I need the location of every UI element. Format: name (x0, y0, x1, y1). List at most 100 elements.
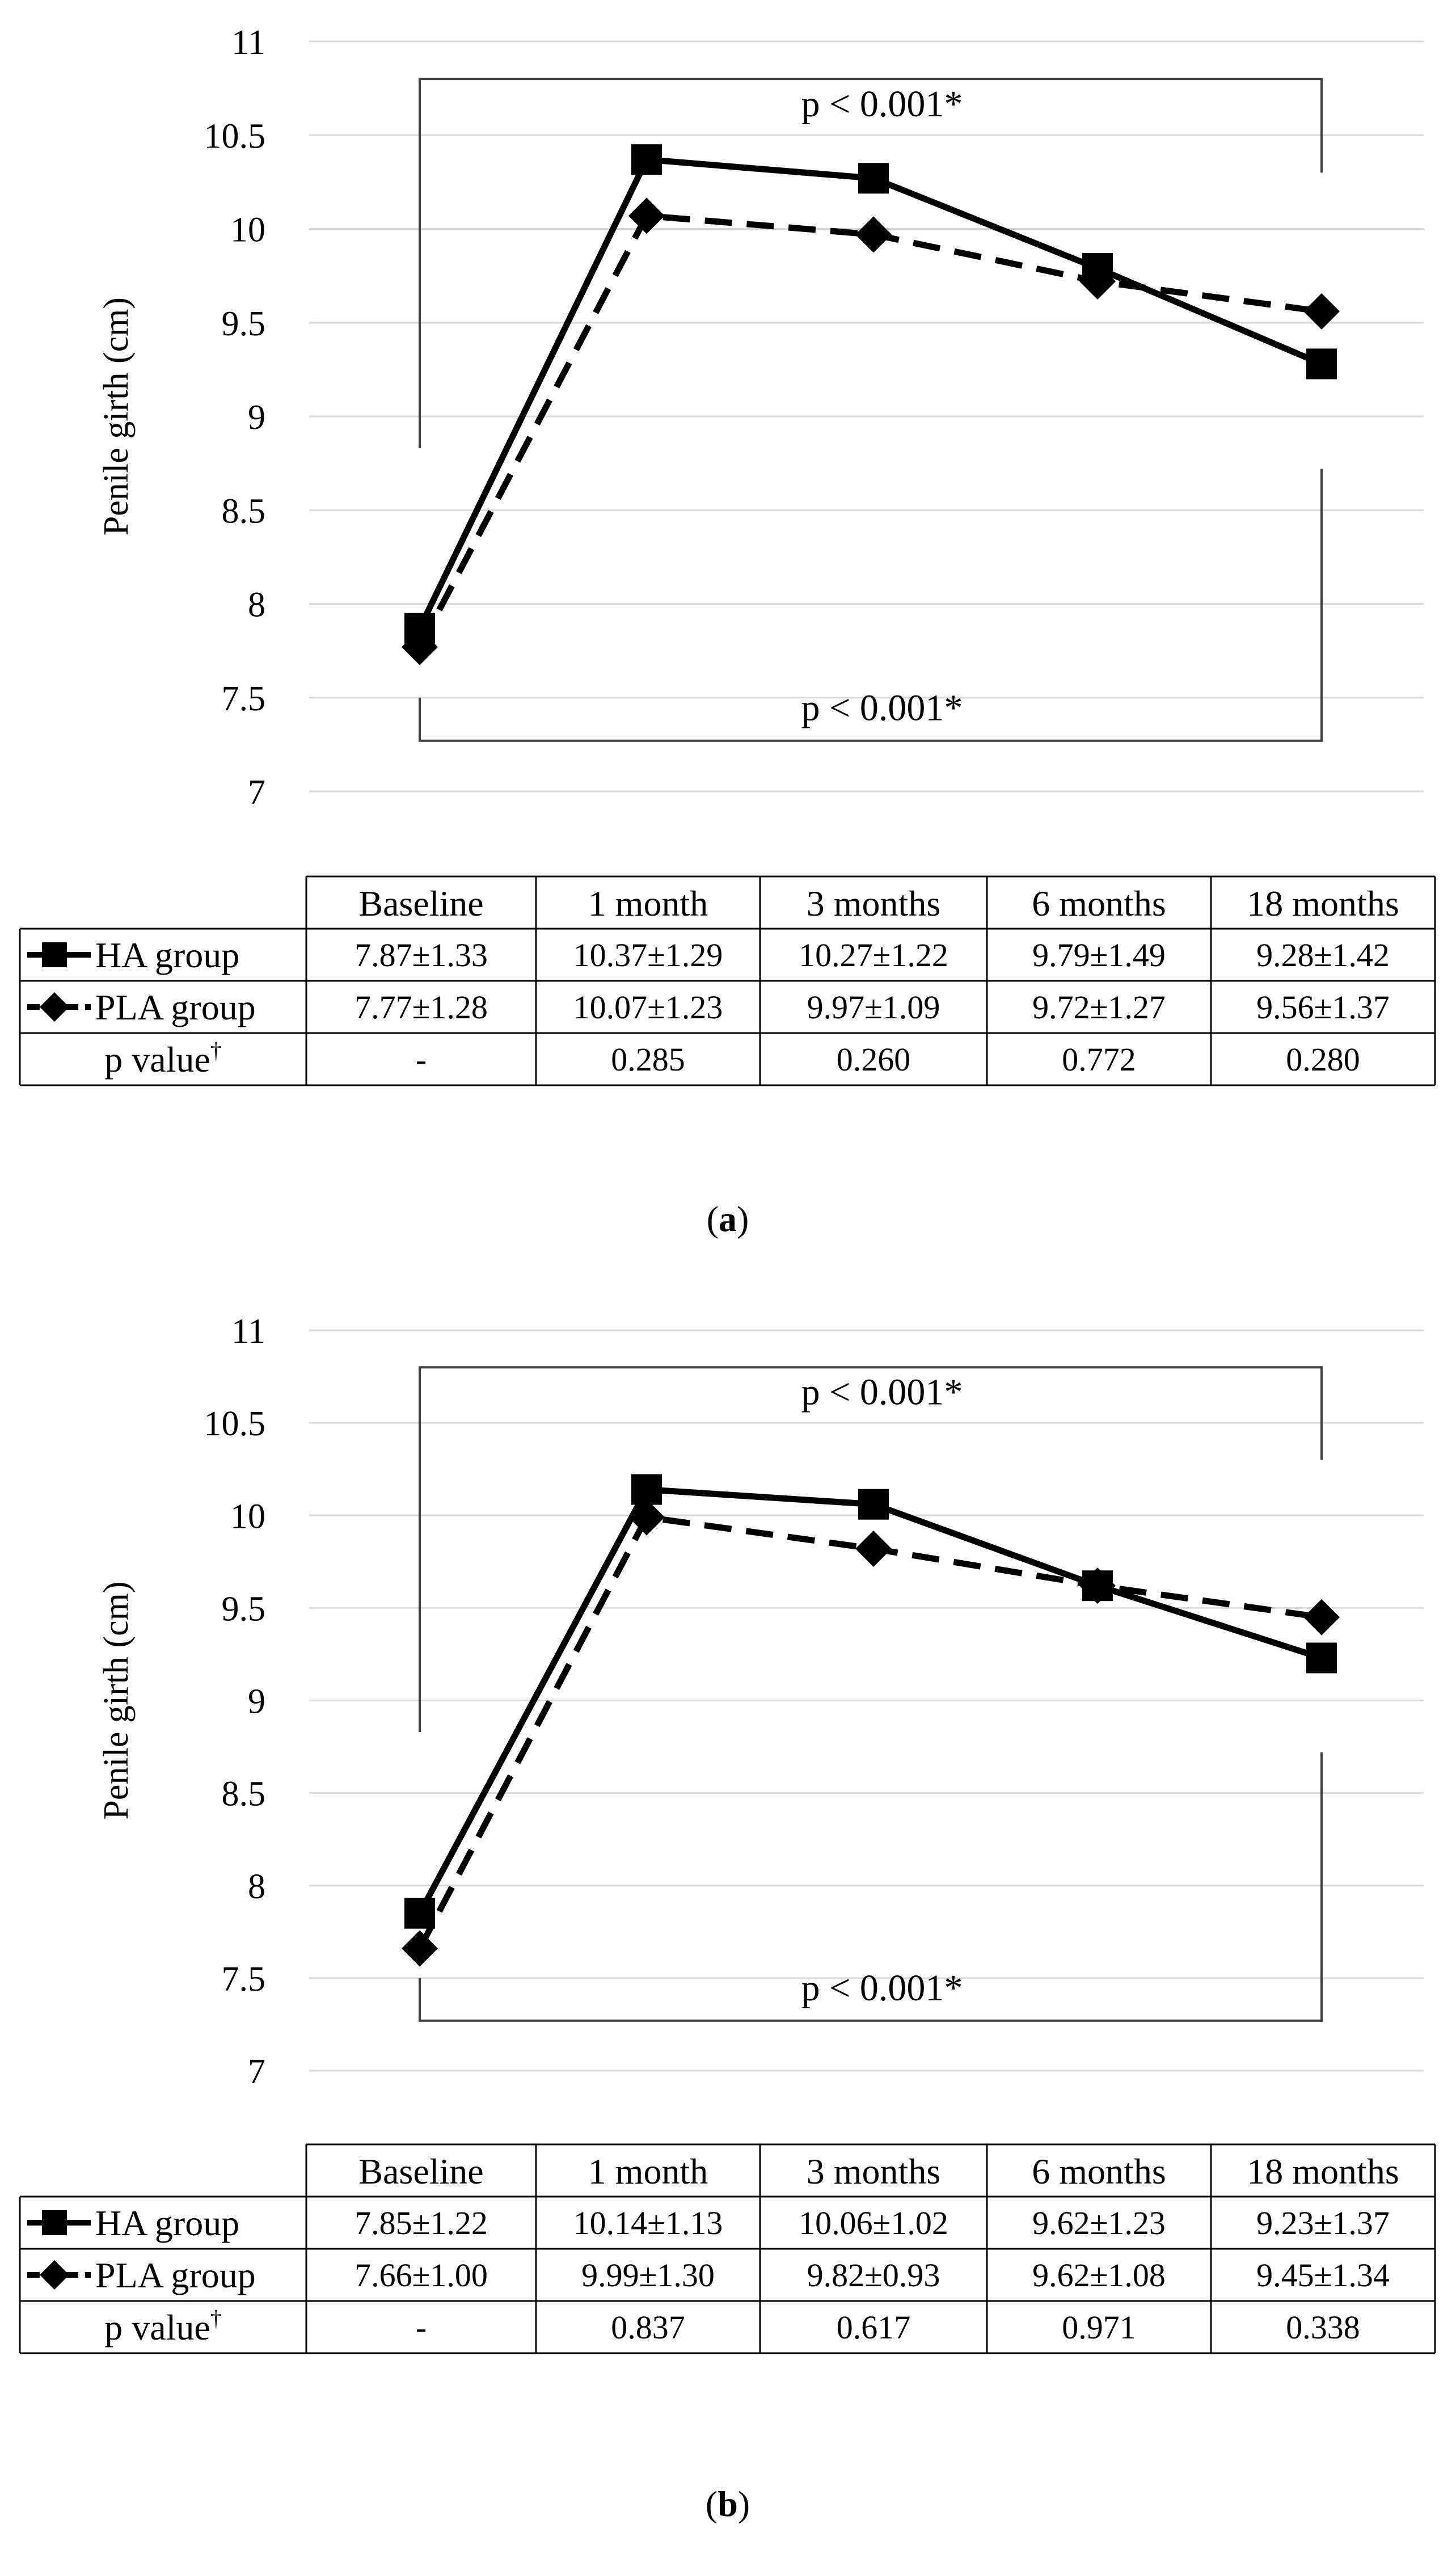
dagger-mark: † (210, 1038, 222, 1063)
pvalue-label-text: p value (104, 2307, 210, 2348)
y-tick-label: 11 (231, 23, 265, 62)
row-label-pla: PLA group (95, 987, 256, 1027)
pvalue-cell: 0.285 (611, 1041, 685, 1078)
y-tick-label: 7.5 (222, 680, 266, 718)
x-category-label: Baseline (358, 2151, 483, 2191)
y-tick-label: 10 (230, 211, 265, 250)
row-label-pvalue: p value† (104, 1038, 222, 1080)
y-tick-label: 8 (248, 1868, 265, 1906)
y-tick-label: 11 (231, 1312, 265, 1351)
annotation-bottom-pvalue: p < 0.001* (801, 687, 963, 728)
table-cell: 9.72±1.27 (1032, 989, 1166, 1026)
table-cell: 9.79±1.49 (1032, 937, 1166, 973)
y-tick-label: 10.5 (204, 117, 266, 155)
table-cell: 9.62±1.23 (1032, 2205, 1166, 2241)
data-point-pla-0 (402, 629, 438, 665)
pvalue-cell: - (416, 2309, 427, 2346)
data-point-pla-1 (628, 197, 665, 234)
series-line-pla (417, 212, 1322, 649)
data-point-pla-3 (1079, 1567, 1116, 1604)
pvalue-cell: 0.260 (837, 1041, 911, 1078)
data-point-pla-4 (1303, 1599, 1340, 1636)
annotation-top-pvalue: p < 0.001* (801, 1372, 963, 1413)
y-axis-label: Penile girth (cm) (97, 297, 136, 536)
legend-square-marker-icon (42, 942, 67, 967)
y-tick-label: 8.5 (222, 492, 266, 530)
pvalue-label-text: p value (104, 1039, 210, 1080)
panel-caption: (b) (706, 2484, 750, 2524)
pvalue-cell: 0.280 (1286, 1041, 1360, 1078)
table-cell: 7.87±1.33 (354, 937, 488, 973)
pvalue-cell: 0.772 (1062, 1041, 1136, 1078)
data-point-pla-2 (855, 1530, 892, 1567)
x-category-label: Baseline (358, 883, 483, 924)
significance-bracket-top (419, 78, 1323, 449)
table-cell: 9.28±1.42 (1256, 937, 1390, 973)
y-tick-label: 7 (248, 2053, 265, 2091)
table-cell: 10.37±1.29 (573, 937, 723, 973)
y-tick-label: 7 (248, 773, 265, 812)
pvalue-cell: 0.837 (611, 2309, 685, 2346)
table-cell: 9.45±1.34 (1256, 2257, 1390, 2294)
data-point-ha-4 (1306, 348, 1337, 380)
table-cell: 9.97±1.09 (807, 989, 940, 1026)
x-category-label: 1 month (588, 883, 708, 924)
panel-caption: (a) (707, 1199, 749, 1239)
y-tick-label: 8 (248, 586, 265, 625)
y-tick-label: 9.5 (222, 305, 266, 343)
y-tick-label: 9 (248, 398, 265, 437)
table-cell: 7.66±1.00 (354, 2257, 488, 2294)
chart-panel-b: 7 7.5 8 8.5 9 9.5 10 10.5 11 Penile girth (cm) p <… (19, 1312, 1436, 2524)
table-cell: 9.23±1.37 (1256, 2205, 1390, 2241)
x-category-label: 3 months (807, 883, 940, 924)
y-tick-label: 9 (248, 1683, 265, 1721)
chart-panel-a: 7 7.5 8 8.5 9 9.5 10 10.5 11 Penile girth (cm) p <… (19, 23, 1436, 1239)
pvalue-cell: 0.338 (1286, 2309, 1360, 2346)
data-point-ha-1 (631, 144, 662, 175)
x-category-label: 3 months (807, 2151, 940, 2191)
data-point-pla-4 (1303, 293, 1340, 330)
data-point-pla-1 (628, 1499, 665, 1536)
y-tick-label: 7.5 (222, 1960, 266, 1999)
caption-letter: b (718, 2484, 738, 2524)
caption-close-paren: ) (737, 1199, 749, 1239)
data-point-pla-2 (855, 216, 892, 253)
data-point-pla-0 (402, 1930, 438, 1967)
y-tick-label: 10 (230, 1497, 265, 1536)
row-label-ha: HA group (95, 2203, 239, 2243)
x-category-label: 6 months (1032, 883, 1166, 924)
data-point-pla-3 (1079, 263, 1116, 300)
caption-open-paren: ( (706, 2484, 718, 2524)
table-cell: 10.14±1.13 (573, 2205, 723, 2241)
caption-open-paren: ( (707, 1199, 719, 1239)
dagger-mark: † (210, 2306, 222, 2331)
significance-bracket-bottom (419, 1752, 1323, 2022)
table-cell: 9.99±1.30 (581, 2257, 715, 2294)
table-cell: 10.06±1.02 (799, 2205, 948, 2241)
table-cell: 10.07±1.23 (573, 989, 723, 1026)
pvalue-cell: 0.617 (837, 2309, 911, 2346)
y-axis-label: Penile girth (cm) (97, 1581, 136, 1819)
annotation-top-pvalue: p < 0.001* (801, 83, 963, 125)
table-cell: 9.62±1.08 (1032, 2257, 1166, 2294)
table-cell: 9.82±0.93 (807, 2257, 940, 2294)
annotation-bottom-pvalue: p < 0.001* (801, 1967, 963, 2009)
table-cell: 7.77±1.28 (354, 989, 488, 1026)
caption-close-paren: ) (738, 2484, 750, 2524)
row-label-pvalue: p value† (104, 2306, 222, 2348)
y-tick-label: 9.5 (222, 1590, 266, 1628)
pvalue-cell: - (416, 1041, 427, 1078)
table-cell: 9.56±1.37 (1256, 989, 1390, 1026)
row-label-pla: PLA group (95, 2255, 256, 2295)
significance-bracket-top (419, 1366, 1323, 1732)
legend-diamond-marker-icon (40, 2260, 69, 2290)
caption-letter: a (719, 1199, 737, 1239)
significance-bracket-bottom (419, 469, 1323, 742)
y-tick-label: 8.5 (222, 1775, 266, 1814)
series-line-pla (417, 1514, 1322, 1950)
data-point-ha-2 (858, 163, 889, 194)
x-category-label: 18 months (1247, 2151, 1399, 2191)
x-category-label: 18 months (1247, 883, 1399, 924)
row-label-ha: HA group (95, 935, 239, 975)
